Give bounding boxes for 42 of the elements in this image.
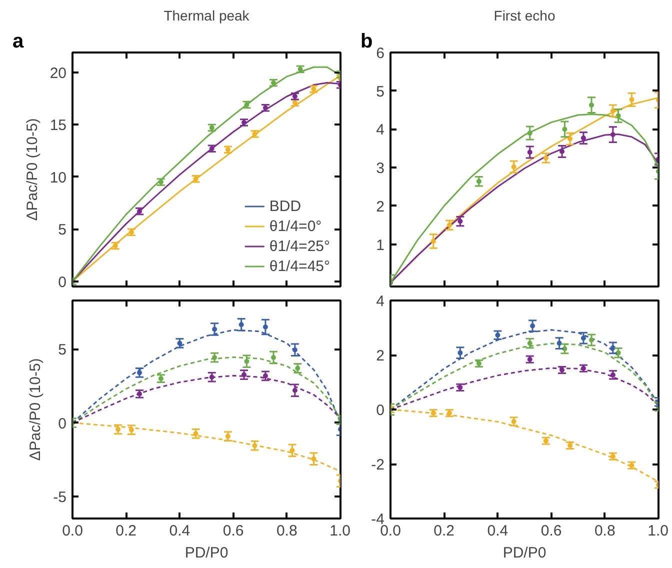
legend-label: θ1/4=0° <box>269 217 322 235</box>
y-tick-label: 6 <box>376 45 384 62</box>
x-tick-label: 0.0 <box>380 522 401 540</box>
y-tick-label: -2 <box>371 456 385 474</box>
x-tick-label: 0.4 <box>487 522 508 540</box>
x-tick-label: 1.0 <box>648 522 669 540</box>
y-tick-label: 0 <box>58 274 66 291</box>
y-tick-label: 4 <box>376 122 384 139</box>
x-axis-title: PD/P0 <box>184 544 228 562</box>
x-tick-label: 0.6 <box>540 522 562 540</box>
y-tick-label: -5 <box>53 488 67 506</box>
y-axis-title: ΔPac/P0 (10-5) <box>24 118 41 221</box>
y-tick-label: 15 <box>50 117 67 134</box>
x-tick-label: 0.2 <box>116 522 137 540</box>
x-tick-label: 0.4 <box>169 522 190 540</box>
text: b <box>360 30 373 52</box>
text: a <box>12 30 24 52</box>
y-tick-label: 20 <box>50 64 67 82</box>
y-tick-label: 0 <box>58 415 66 432</box>
y-tick-label: 0 <box>376 402 384 419</box>
chart-title: Thermal peak <box>164 8 250 24</box>
x-tick-label: 0.8 <box>276 522 298 540</box>
y-tick-label: 5 <box>58 222 66 239</box>
y-tick-label: 4 <box>376 293 384 310</box>
y-tick-label: 3 <box>376 160 384 178</box>
y-tick-label: 5 <box>376 83 384 100</box>
y-tick-label: 2 <box>376 198 384 216</box>
chart-title: First echo <box>494 8 556 24</box>
x-tick-label: 0.6 <box>222 522 244 540</box>
legend-label: θ1/4=45° <box>269 257 330 275</box>
y-tick-label: 10 <box>50 169 67 186</box>
x-tick-label: 0.8 <box>594 522 616 540</box>
x-tick-label: 1.0 <box>330 522 351 540</box>
legend-label: BDD <box>269 197 302 215</box>
x-axis-title: PD/P0 <box>502 544 546 562</box>
x-tick-label: 0.0 <box>62 522 83 540</box>
y-tick-label: 2 <box>376 348 384 364</box>
y-tick-label: 5 <box>58 342 66 359</box>
y-tick-label: 1 <box>376 236 384 254</box>
y-axis-title: ΔPac/P0 (10-5) <box>27 358 44 461</box>
legend-label: θ1/4=25° <box>269 237 330 255</box>
x-tick-label: 0.2 <box>434 522 455 540</box>
